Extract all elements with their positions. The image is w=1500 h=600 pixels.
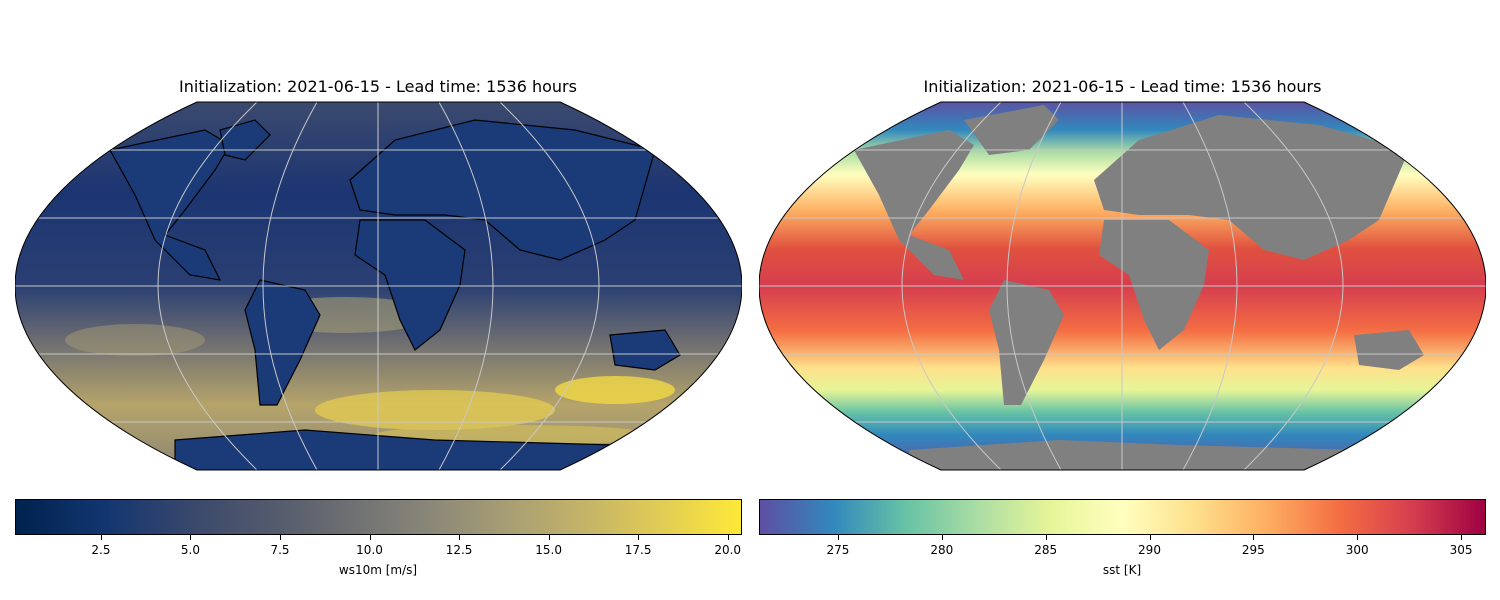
graticule bbox=[15, 102, 742, 470]
colorbar-tick bbox=[1149, 535, 1151, 540]
colorbar-tick-label: 12.5 bbox=[445, 543, 473, 557]
colorbar-tick bbox=[369, 535, 371, 540]
colorbar-tick-label: 300 bbox=[1345, 543, 1369, 557]
colorbar-tick bbox=[459, 535, 461, 540]
colorbar-tick bbox=[1045, 535, 1047, 540]
colorbar-tick-label: 7.5 bbox=[270, 543, 290, 557]
colorbar-tick-label: 280 bbox=[930, 543, 954, 557]
colorbar-tick-label: 17.5 bbox=[624, 543, 652, 557]
colorbar-tick bbox=[837, 535, 839, 540]
colorbar-label-ws10m: ws10m [m/s] bbox=[338, 563, 418, 577]
colorbar-tick bbox=[1253, 535, 1255, 540]
colorbar-tick bbox=[280, 535, 281, 540]
map-outline bbox=[15, 101, 742, 471]
colorbar-tick bbox=[100, 535, 102, 540]
colorbar-sst bbox=[759, 499, 1486, 535]
graticule bbox=[759, 102, 1486, 470]
colorbar-tick-label: 2.5 bbox=[91, 543, 111, 557]
colorbar-tick bbox=[727, 535, 729, 540]
map-outline bbox=[759, 101, 1486, 471]
map-ws10m bbox=[15, 101, 742, 471]
colorbar-tick-label: 275 bbox=[826, 543, 850, 557]
map-sst bbox=[759, 101, 1486, 471]
colorbar-tick-label: 305 bbox=[1449, 543, 1473, 557]
colorbar-tick-label: 15.0 bbox=[535, 543, 562, 557]
panel-title-ws10m: Initialization: 2021-06-15 - Lead time: … bbox=[179, 77, 577, 96]
colorbar-tick-label: 20.0 bbox=[714, 543, 742, 557]
colorbar-tick-label: 290 bbox=[1138, 543, 1161, 557]
colorbar-ws10m bbox=[15, 499, 742, 535]
colorbar-tick bbox=[638, 535, 640, 540]
colorbar-tick-label: 5.0 bbox=[180, 543, 201, 557]
colorbar-tick bbox=[190, 535, 192, 540]
colorbar-tick-label: 285 bbox=[1034, 543, 1058, 557]
colorbar-tick bbox=[1357, 535, 1359, 540]
colorbar-tick-label: 10.0 bbox=[356, 543, 383, 557]
colorbar-tick-label: 295 bbox=[1241, 543, 1265, 557]
panel-title-sst: Initialization: 2021-06-15 - Lead time: … bbox=[923, 77, 1322, 96]
colorbar-tick bbox=[941, 535, 943, 540]
colorbar-label-sst: sst [K] bbox=[1102, 563, 1142, 577]
colorbar-tick bbox=[548, 535, 550, 540]
colorbar-tick bbox=[1461, 535, 1463, 540]
